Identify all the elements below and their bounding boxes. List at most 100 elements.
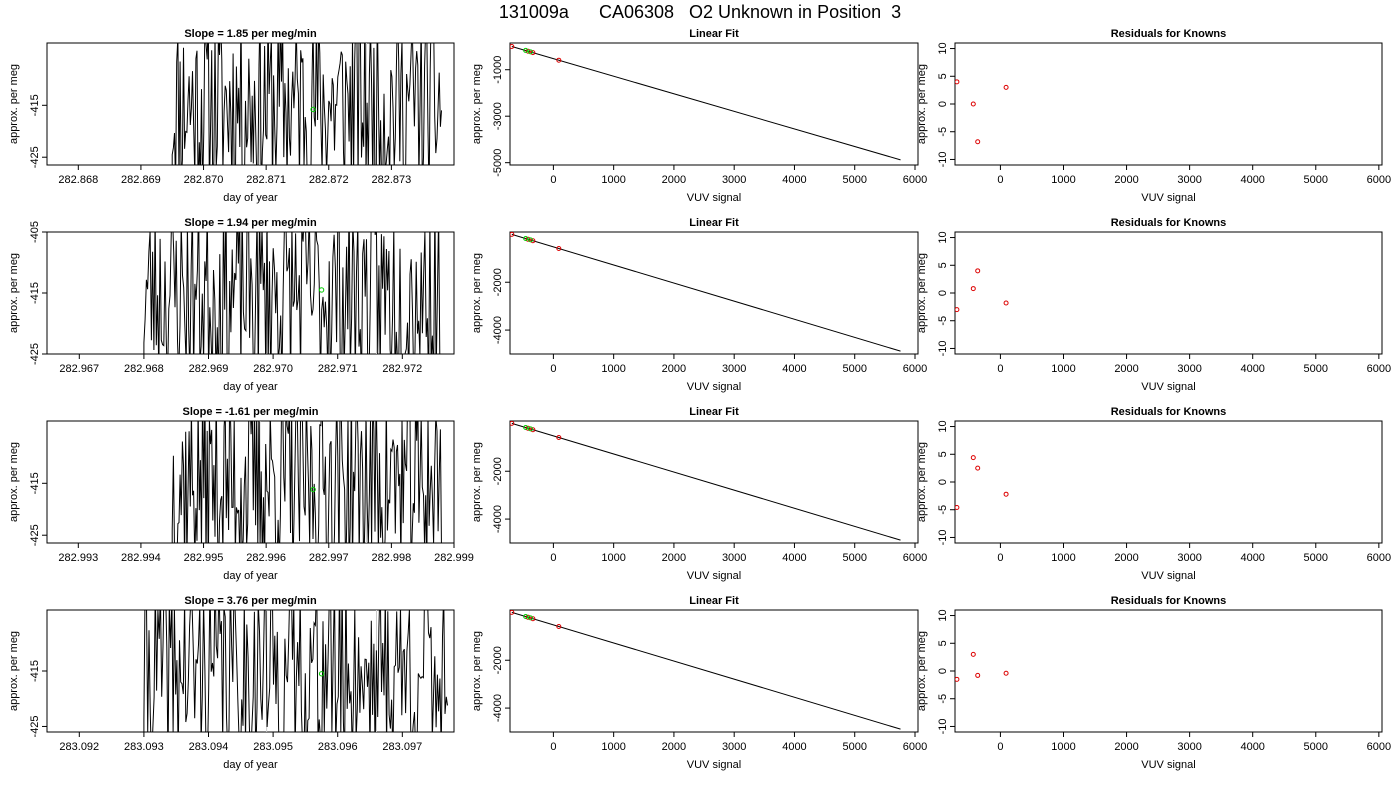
unknown-point-marker	[310, 106, 316, 113]
x-axis-label: VUV signal	[687, 381, 741, 393]
y-axis-label: approx. per meg	[471, 64, 483, 144]
unknown-point	[523, 424, 529, 430]
plot-frame	[509, 231, 919, 355]
x-tick-label: 5000	[1304, 741, 1328, 753]
plot-data	[510, 610, 901, 730]
unknown-point	[523, 613, 529, 619]
y-tick-label: -4000	[492, 316, 504, 344]
x-tick-label: 282.998	[372, 552, 412, 564]
plot-frame	[954, 231, 1383, 355]
x-axis-label: VUV signal	[1141, 192, 1195, 204]
known-point	[525, 236, 531, 242]
x-tick-label: 282.868	[58, 174, 98, 186]
y-tick-label: -425	[29, 343, 41, 365]
unknown-point	[523, 47, 529, 53]
plot-data	[143, 232, 441, 354]
panel-fit-1: Linear Fit 0 1000 2000 3000 4000 5000 6000 -1000…	[471, 28, 927, 204]
x-tick-label: 6000	[1367, 552, 1391, 564]
plot-data	[955, 651, 1009, 682]
y-axis-label: approx. per meg	[471, 631, 483, 711]
plot-data	[143, 610, 448, 732]
y-axis-label: approx. per meg	[8, 253, 20, 333]
x-tick-label: 0	[997, 174, 1003, 186]
chart-title: Slope = 1.94 per meg/min	[184, 217, 317, 229]
known-point	[530, 238, 536, 244]
unknown-point	[527, 615, 533, 621]
x-tick-label: 6000	[1367, 174, 1391, 186]
x-tick-label: 4000	[1240, 741, 1264, 753]
x-tick-label: 0	[550, 174, 556, 186]
x-tick-label: 0	[550, 363, 556, 375]
y-axis-label: approx. per meg	[8, 442, 20, 522]
x-tick-label: 1000	[1051, 552, 1075, 564]
x-tick-label: 282.972	[382, 363, 422, 375]
plot-data	[171, 43, 442, 165]
x-tick-label: 4000	[782, 552, 806, 564]
plot-frame	[954, 420, 1383, 544]
panel-residual-3: Residuals for Knowns 0 1000 2000 3000 4000 500…	[916, 406, 1391, 582]
residual-point	[955, 307, 960, 313]
known-point	[510, 43, 515, 49]
y-axis-label: approx. per meg	[916, 631, 928, 711]
unknown-point	[523, 235, 529, 241]
residual-point	[1003, 670, 1009, 676]
known-point	[530, 616, 536, 622]
known-point	[510, 610, 515, 615]
x-tick-label: 6000	[1367, 363, 1391, 375]
y-tick-label: -405	[29, 221, 41, 243]
series-line	[143, 610, 448, 732]
y-tick-label: -5	[937, 316, 949, 326]
x-tick-label: 283.092	[59, 741, 99, 753]
x-tick-label: 1000	[601, 174, 625, 186]
known-point	[510, 421, 515, 426]
x-tick-label: 5000	[842, 174, 866, 186]
x-tick-label: 4000	[1240, 174, 1264, 186]
series-line	[171, 43, 442, 165]
x-tick-label: 282.995	[184, 552, 224, 564]
x-tick-label: 282.969	[189, 363, 229, 375]
y-tick-label: -1000	[492, 56, 504, 84]
plot-frame	[46, 42, 455, 166]
y-axis-label: approx. per meg	[916, 253, 928, 333]
y-tick-label: -5000	[492, 149, 504, 177]
y-tick-label: 10	[937, 420, 949, 432]
x-tick-label: 3000	[722, 174, 746, 186]
fit-line	[511, 233, 901, 352]
plot-frame	[509, 420, 919, 544]
x-tick-label: 6000	[903, 174, 927, 186]
y-axis-label: approx. per meg	[916, 64, 928, 144]
y-tick-label: 0	[937, 479, 949, 485]
x-tick-label: 2000	[1114, 363, 1138, 375]
x-tick-label: 2000	[662, 741, 686, 753]
x-tick-label: 0	[550, 552, 556, 564]
panel-slope-4: Slope = 3.76 per meg/min 283.092 283.093 28…	[8, 595, 455, 771]
unknown-point	[527, 237, 533, 243]
x-tick-label: 282.873	[372, 174, 412, 186]
x-tick-label: 5000	[842, 363, 866, 375]
series-line	[171, 421, 442, 543]
plot-frame	[46, 609, 455, 733]
known-point	[510, 232, 515, 237]
chart-title: Linear Fit	[689, 406, 739, 418]
x-axis-label: VUV signal	[687, 192, 741, 204]
x-tick-label: 3000	[1177, 363, 1201, 375]
plot-data	[510, 232, 901, 352]
x-tick-label: 6000	[1367, 741, 1391, 753]
y-tick-label: -2000	[492, 268, 504, 296]
y-tick-label: 5	[937, 451, 949, 457]
fit-line	[511, 46, 901, 161]
x-tick-label: 283.093	[124, 741, 164, 753]
y-tick-label: -425	[29, 524, 41, 546]
plot-data	[955, 79, 1009, 145]
known-point	[556, 435, 562, 441]
x-tick-label: 1000	[1051, 174, 1075, 186]
known-point	[525, 48, 531, 54]
page-title: 131009a CA06308 O2 Unknown in Position 3	[498, 2, 902, 22]
x-axis-label: VUV signal	[1141, 759, 1195, 771]
x-tick-label: 1000	[1051, 363, 1075, 375]
plot-frame	[509, 42, 919, 166]
known-point	[556, 57, 562, 63]
y-tick-label: 10	[937, 609, 949, 621]
x-tick-label: 282.999	[434, 552, 474, 564]
x-tick-label: 5000	[1304, 552, 1328, 564]
